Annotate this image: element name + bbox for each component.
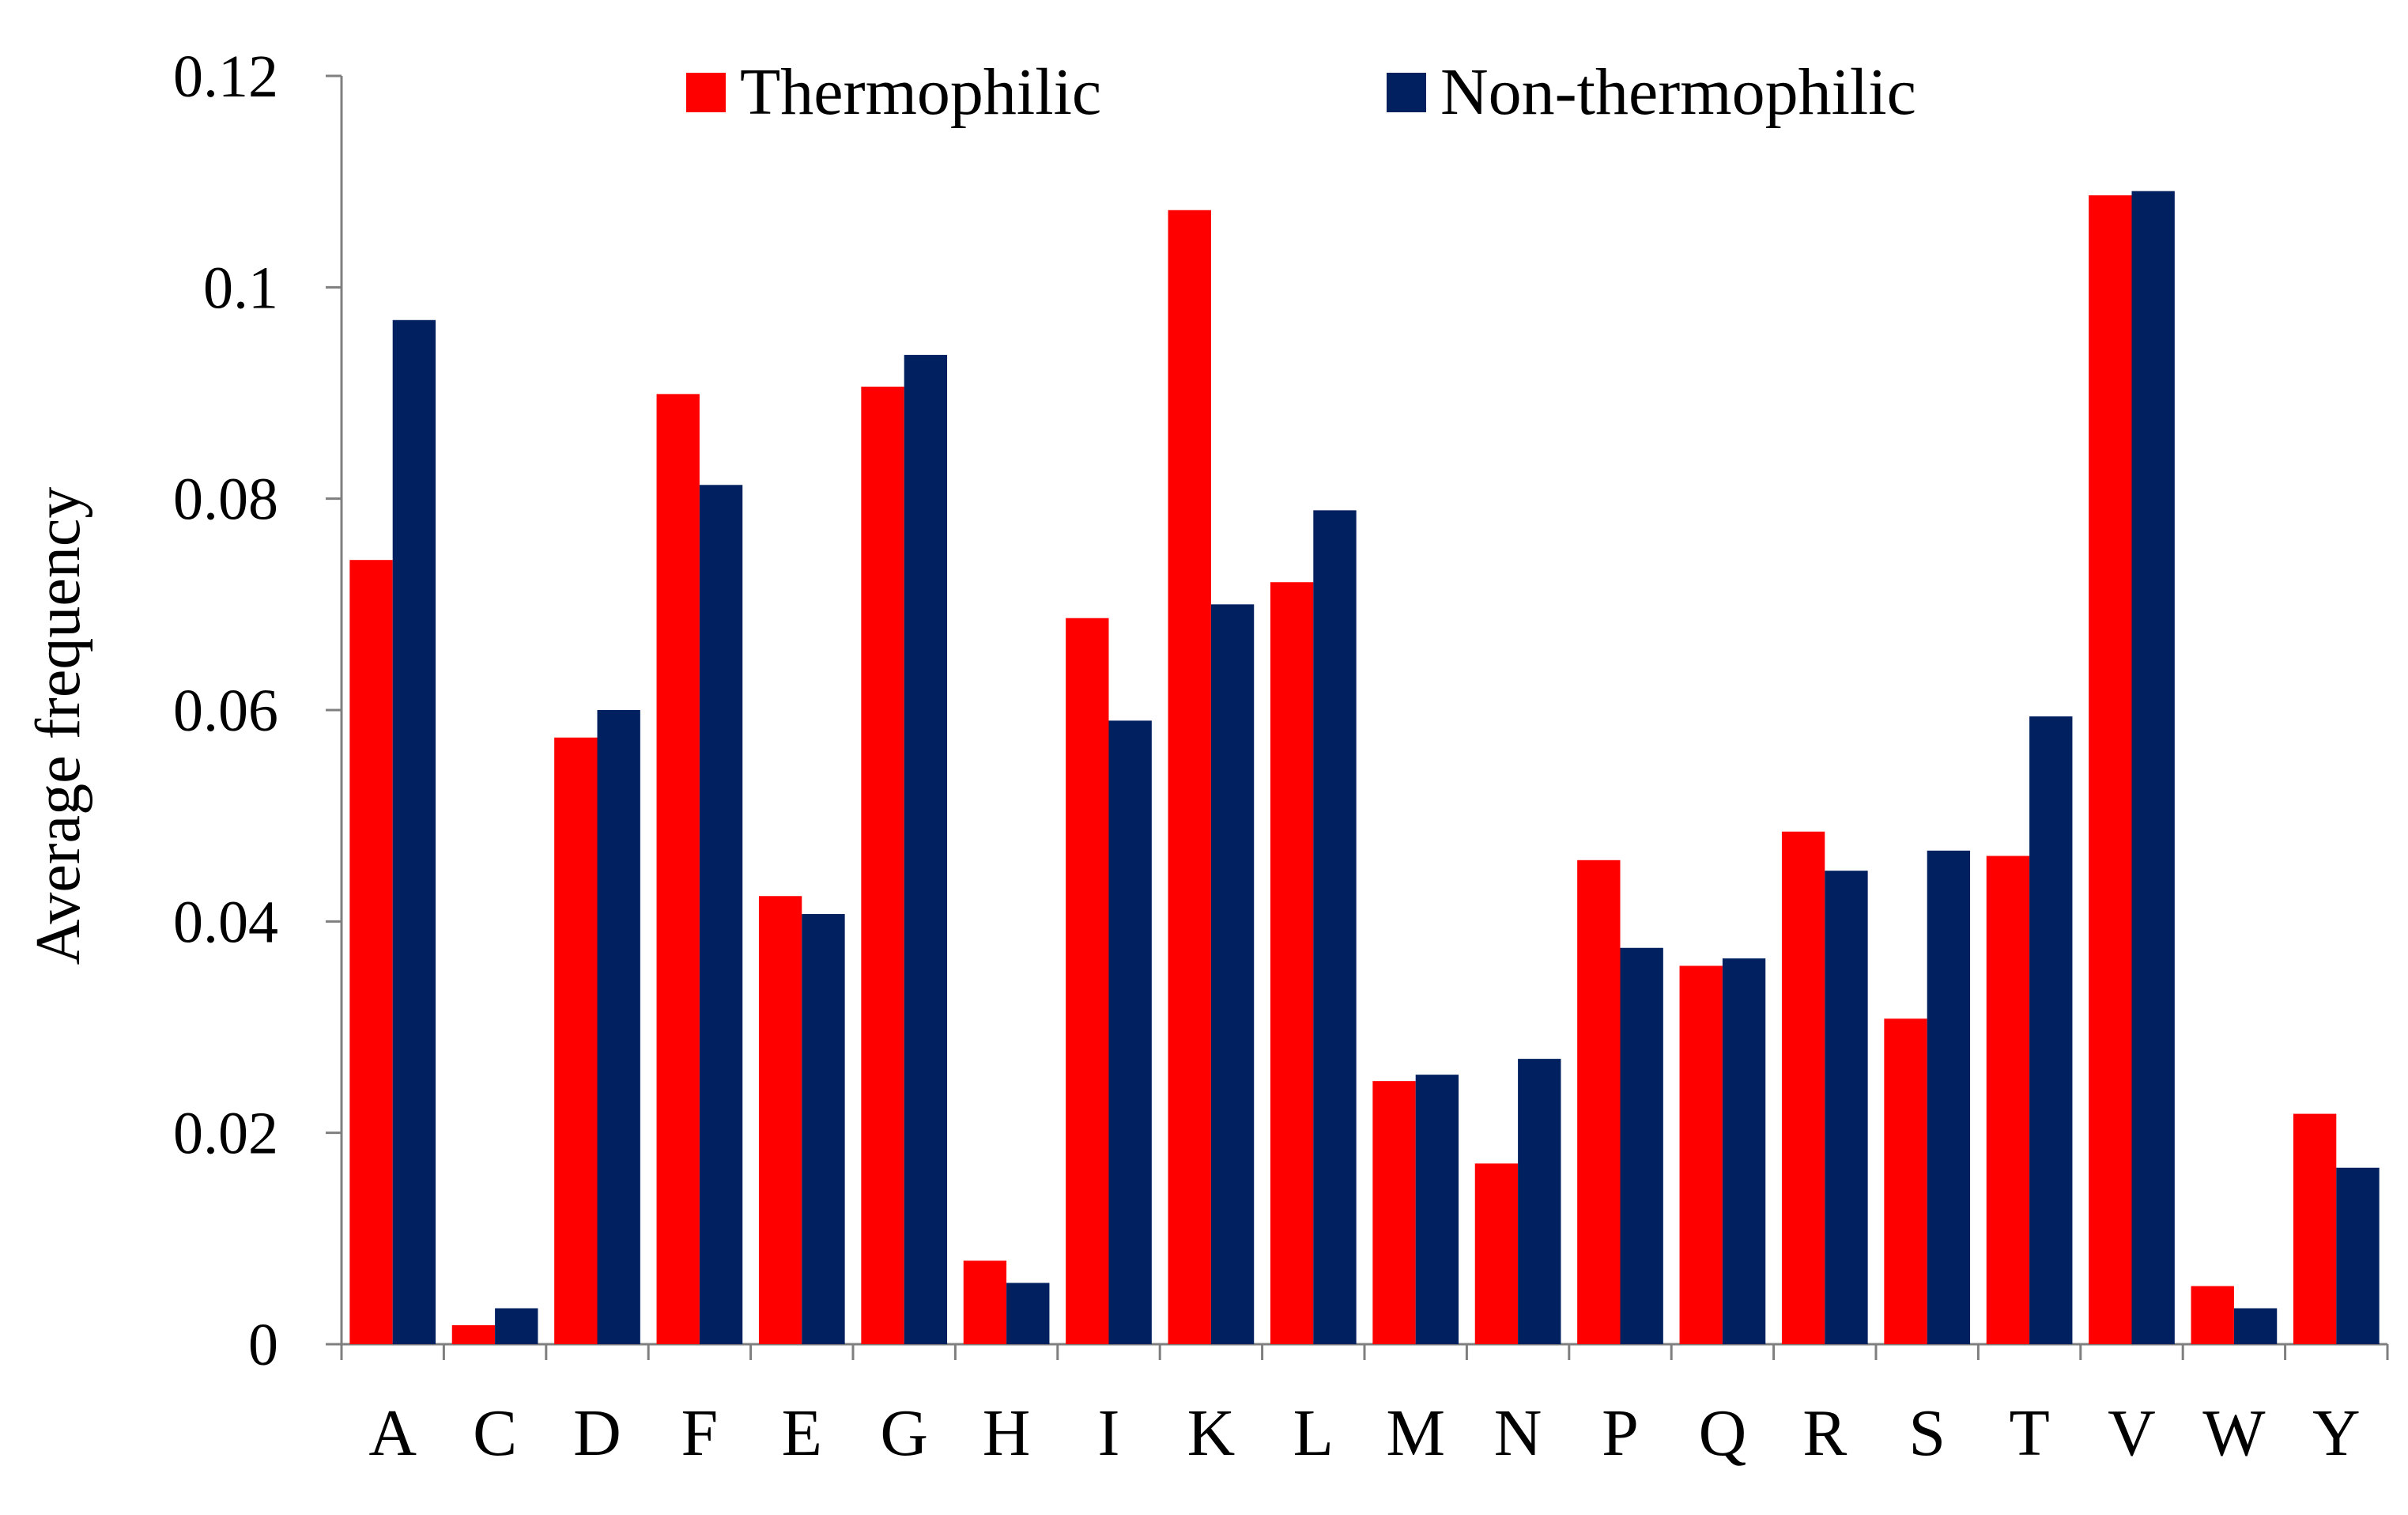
bar-non-thermophilic-Y [2336, 1167, 2380, 1344]
bar-non-thermophilic-S [1927, 850, 1971, 1344]
x-tick-label: T [2009, 1396, 2049, 1470]
x-tick-label: I [1098, 1396, 1120, 1470]
x-tick-label: Q [1699, 1396, 1747, 1470]
bar-non-thermophilic-W [2233, 1308, 2278, 1344]
legend-non-thermophilic-label: Non-thermophilic [1440, 55, 1916, 129]
bar-thermophilic-I [1066, 618, 1109, 1344]
bar-non-thermophilic-H [1006, 1283, 1050, 1344]
x-tick-label: G [880, 1396, 928, 1470]
y-tick-label: 0.06 [173, 678, 278, 744]
bar-thermophilic-A [349, 560, 393, 1344]
bar-thermophilic-N [1474, 1163, 1519, 1344]
bar-thermophilic-T [1986, 856, 2030, 1344]
bar-thermophilic-K [1168, 210, 1211, 1345]
y-tick-label: 0.12 [173, 43, 278, 110]
x-tick-label: H [983, 1396, 1031, 1470]
legend-thermophilic-label: Thermophilic [740, 55, 1101, 129]
y-tick-label: 0.02 [173, 1101, 278, 1167]
bar-non-thermophilic-D [597, 710, 640, 1344]
y-tick-label: 0.04 [173, 889, 278, 955]
x-tick-label: F [681, 1396, 719, 1470]
bar-non-thermophilic-L [1313, 510, 1357, 1344]
x-tick-label: V [2108, 1396, 2156, 1470]
legend-non-thermophilic-swatch [1387, 73, 1426, 112]
bar-thermophilic-Y [2293, 1113, 2337, 1344]
bars [349, 191, 2380, 1345]
bar-non-thermophilic-R [1825, 871, 1868, 1344]
bar-non-thermophilic-C [495, 1308, 538, 1344]
y-tick-label: 0 [248, 1312, 278, 1378]
legend-thermophilic-swatch [686, 73, 726, 112]
x-tick-label: K [1187, 1396, 1236, 1470]
bar-thermophilic-W [2191, 1286, 2234, 1344]
x-tick-label: P [1602, 1396, 1639, 1470]
bar-thermophilic-M [1372, 1081, 1416, 1344]
bar-thermophilic-S [1884, 1018, 1927, 1344]
x-tick-label: D [573, 1396, 621, 1470]
bar-non-thermophilic-T [2029, 716, 2073, 1344]
x-tick-label: E [782, 1396, 822, 1470]
bar-thermophilic-R [1781, 831, 1825, 1344]
bar-non-thermophilic-M [1415, 1075, 1459, 1344]
bar-non-thermophilic-G [904, 354, 948, 1344]
bar-thermophilic-Q [1679, 965, 1723, 1344]
bar-thermophilic-C [451, 1324, 496, 1344]
bar-thermophilic-D [554, 737, 598, 1344]
y-tick-label: 0.1 [203, 255, 278, 321]
y-axis-title: Average frequency [24, 487, 93, 965]
x-tick-label: M [1386, 1396, 1445, 1470]
labels: 0 0.02 0.04 0.06 0.08 0.1 0.12 A C D F E G H I K L M N P Q R S… [173, 43, 2361, 1470]
bar-non-thermophilic-A [392, 319, 436, 1344]
x-tick-label: S [1908, 1396, 1946, 1470]
x-tick-label: C [473, 1396, 517, 1470]
legend: Thermophilic Non-thermophilic [686, 55, 1916, 129]
bar-non-thermophilic-F [699, 485, 743, 1344]
bar-thermophilic-H [963, 1260, 1007, 1344]
bar-thermophilic-P [1577, 860, 1621, 1344]
x-tick-label: Y [2312, 1396, 2361, 1470]
bar-thermophilic-G [861, 386, 904, 1345]
bar-non-thermophilic-K [1210, 604, 1255, 1344]
bar-thermophilic-V [2089, 195, 2132, 1344]
x-tick-label: A [368, 1396, 417, 1470]
bar-thermophilic-L [1270, 582, 1314, 1344]
bar-non-thermophilic-V [2131, 191, 2175, 1345]
x-tick-label: W [2202, 1396, 2266, 1470]
bar-thermophilic-F [656, 394, 700, 1344]
x-tick-label: L [1293, 1396, 1334, 1470]
bar-non-thermophilic-Q [1722, 958, 1766, 1344]
bar-non-thermophilic-E [802, 913, 845, 1344]
x-tick-label: R [1802, 1396, 1847, 1470]
bar-non-thermophilic-I [1108, 720, 1152, 1344]
x-tick-label: N [1494, 1396, 1542, 1470]
bar-thermophilic-E [758, 896, 802, 1344]
y-tick-label: 0.08 [173, 467, 278, 533]
bar-non-thermophilic-P [1620, 947, 1663, 1344]
bar-non-thermophilic-N [1518, 1059, 1561, 1344]
